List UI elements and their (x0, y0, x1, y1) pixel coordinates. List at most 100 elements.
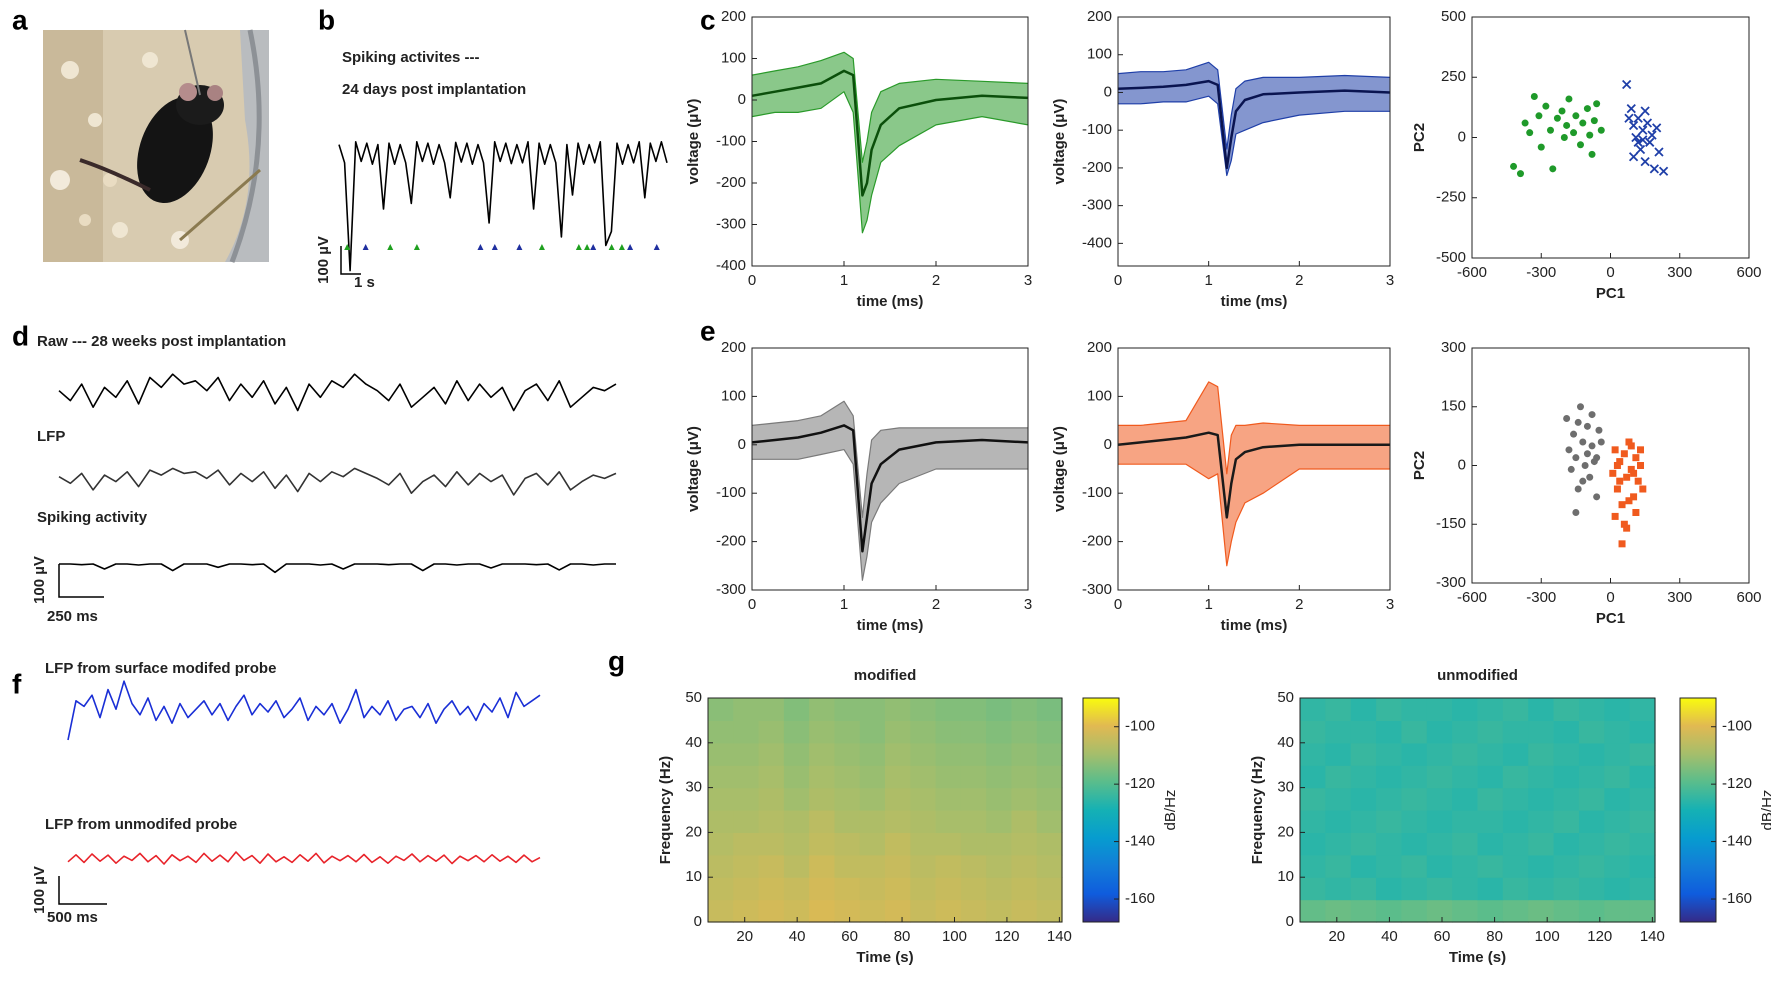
point (1618, 540, 1626, 548)
heatmap-cell (1604, 742, 1631, 766)
x-tick-label: 140 (1640, 928, 1665, 945)
trace (67, 680, 541, 741)
heatmap-cell (885, 787, 911, 811)
y-tick-label: 100 (1087, 387, 1112, 404)
point (1588, 442, 1596, 450)
heatmap-cell (1578, 810, 1605, 833)
trace-label: Spiking activity (37, 509, 148, 526)
y-tick-label: -300 (716, 215, 746, 232)
colorbar-tick-label: -100 (1722, 718, 1752, 735)
y-axis-label: PC2 (1411, 123, 1428, 152)
heatmap-cell (960, 899, 987, 923)
heatmap-cell (1036, 810, 1063, 833)
heatmap-cell (1426, 742, 1453, 766)
colorbar-tick-label: -120 (1722, 775, 1752, 792)
heatmap-cell (1300, 765, 1326, 789)
y-tick-label: 50 (1277, 689, 1294, 706)
heatmap-cell (986, 698, 1013, 721)
x-tick-label: 0 (1114, 596, 1122, 613)
point (1597, 438, 1605, 446)
spike-marker (344, 244, 351, 250)
heatmap-cell (1401, 899, 1428, 923)
heatmap-cell (1401, 810, 1428, 833)
point (1639, 485, 1647, 493)
heatmap-cell (1528, 787, 1555, 811)
heatmap-cell (834, 787, 861, 811)
heatmap-cell (1578, 832, 1605, 856)
point (1516, 170, 1524, 178)
point (1652, 123, 1662, 133)
heatmap-cell (910, 765, 937, 789)
heatmap-cell (986, 877, 1013, 901)
spike-marker (575, 244, 582, 250)
heatmap-cell (1036, 877, 1063, 901)
heatmap-cell (1477, 720, 1504, 744)
trace-label: Raw --- 28 weeks post implantation (37, 333, 286, 350)
heatmap-cell (859, 787, 886, 811)
heatmap-cell (1578, 720, 1605, 744)
waveform (752, 449, 1028, 581)
heatmap-cell (1604, 810, 1631, 833)
heatmap-cell (910, 742, 937, 766)
x-tick-label: 60 (1434, 928, 1451, 945)
point (1572, 509, 1580, 516)
x-tick-label: 140 (1047, 928, 1072, 945)
spike-marker (387, 244, 394, 250)
y-tick-label: -100 (716, 484, 746, 501)
trace (58, 467, 617, 496)
heatmap-cell (1528, 810, 1555, 833)
heatmap-cell (960, 854, 987, 878)
heatmap-cell (1528, 877, 1555, 901)
y-axis-label: voltage (μV) (685, 99, 702, 185)
point (1576, 141, 1584, 149)
point (1628, 152, 1639, 162)
heatmap-cell (859, 698, 886, 721)
heatmap-cell (758, 787, 785, 811)
heatmap-cell (1036, 698, 1063, 721)
heatmap-cell (783, 810, 810, 833)
heatmap-cell (1477, 698, 1504, 721)
heatmap-cell (1502, 765, 1529, 789)
point (1635, 144, 1646, 155)
point (1570, 430, 1578, 438)
point (1595, 426, 1603, 434)
y-tick-label: 40 (685, 734, 702, 751)
x-tick-label: 3 (1386, 272, 1394, 289)
heatmap-cell (1350, 832, 1377, 856)
y-tick-label: 150 (1441, 398, 1466, 415)
panel-label: d (12, 320, 29, 351)
heatmap-cell (910, 720, 937, 744)
heatmap-cell (1036, 720, 1063, 744)
point (1563, 121, 1571, 129)
heatmap-cell (859, 720, 886, 744)
chart-title: unmodified (1437, 667, 1518, 684)
heatmap-cell (1578, 787, 1605, 811)
heatmap-cell (733, 899, 760, 923)
heatmap-cell (1011, 832, 1038, 856)
heatmap-cell (1426, 832, 1453, 856)
point (1572, 454, 1580, 462)
x-axis-label: time (ms) (1221, 617, 1288, 634)
heatmap-cell (935, 832, 962, 856)
heatmap-cell (758, 742, 785, 766)
scale-label: 100 µV (31, 556, 48, 604)
scale-bar (58, 876, 107, 905)
x-axis-label: Time (s) (856, 949, 913, 966)
heatmap-cell (733, 765, 760, 789)
heatmap-cell (1502, 854, 1529, 878)
heatmap-cell (1477, 765, 1504, 789)
heatmap-cell (960, 720, 987, 744)
point (1638, 135, 1648, 145)
y-tick-label: 50 (685, 689, 702, 706)
heatmap-cell (708, 698, 734, 721)
x-tick-label: 40 (1381, 928, 1398, 945)
heatmap-cell (1011, 899, 1038, 923)
point (1628, 120, 1639, 131)
heatmap-cell (783, 899, 810, 923)
heatmap-cell (783, 854, 810, 878)
heatmap-cell (1401, 832, 1428, 856)
waveform (751, 51, 1029, 163)
scale-label: 500 ms (47, 909, 98, 926)
heatmap-cell (708, 742, 734, 766)
heatmap-cell (1502, 742, 1529, 766)
